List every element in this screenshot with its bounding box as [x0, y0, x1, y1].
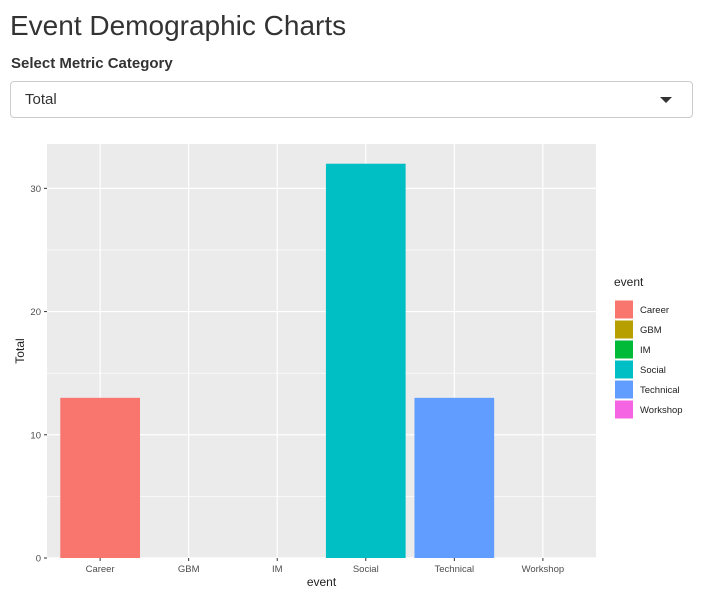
metric-select[interactable]: Total: [10, 81, 693, 118]
y-tick-label: 30: [30, 184, 41, 195]
x-tick-label: Career: [86, 564, 115, 575]
bar-career: [60, 397, 140, 558]
legend-label: Workshop: [640, 405, 683, 416]
x-tick-label: GBM: [178, 564, 200, 575]
bar-technical: [414, 397, 495, 558]
legend-key-social: [614, 359, 634, 380]
bar-chart: 0 10 20 30 Career GBM IM Social Technical Worksho…: [13, 144, 683, 589]
x-tick-label: Social: [353, 564, 379, 575]
legend-key-technical: [614, 379, 634, 400]
caret-down-icon: [660, 97, 672, 103]
x-tick-label: Technical: [435, 564, 475, 575]
x-tick-label: IM: [272, 564, 283, 575]
metric-select-label: Select Metric Category: [11, 55, 173, 72]
legend-key-gbm: [614, 319, 634, 340]
y-tick-label: 0: [36, 554, 41, 565]
y-tick-label: 10: [30, 430, 41, 441]
legend-label: IM: [640, 345, 651, 356]
bar-social: [325, 163, 406, 558]
legend-label: Social: [640, 365, 666, 376]
legend-title: event: [614, 275, 644, 289]
legend-key-workshop: [614, 399, 634, 420]
metric-select-value: Total: [25, 91, 57, 108]
legend-label: Technical: [640, 385, 680, 396]
page-title: Event Demographic Charts: [10, 10, 347, 41]
legend-label: GBM: [640, 325, 662, 336]
legend-key-career: [614, 299, 634, 320]
legend-label: Career: [640, 305, 669, 316]
y-tick-label: 20: [30, 307, 41, 318]
x-axis-title: event: [307, 575, 337, 589]
y-axis-title: Total: [13, 338, 27, 363]
x-tick-label: Workshop: [522, 564, 565, 575]
legend-key-im: [614, 339, 634, 360]
